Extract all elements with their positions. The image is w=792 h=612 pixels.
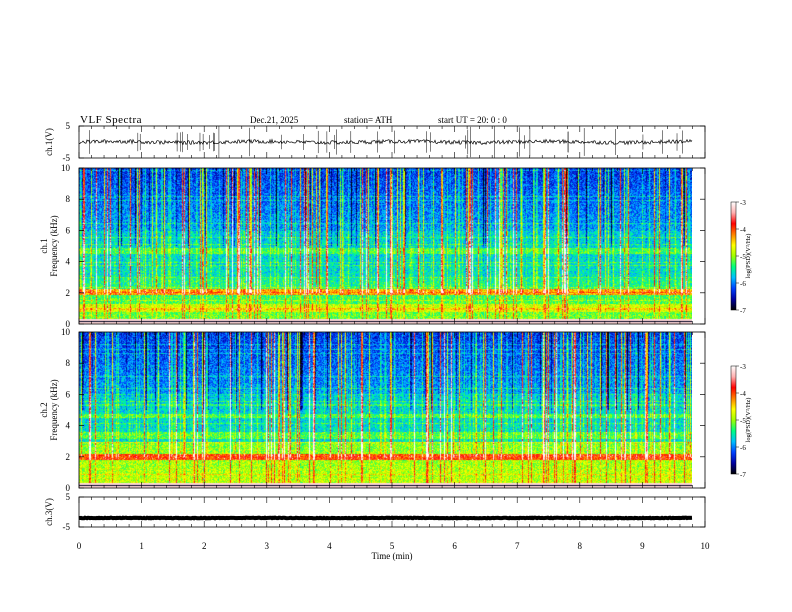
- x-tick-label: 2: [202, 541, 207, 551]
- colorbar-tick-label: -3: [740, 363, 746, 371]
- y-tick-label: 5: [66, 121, 71, 131]
- colorbar-tick-label: -5: [740, 417, 746, 425]
- x-tick-label: 6: [452, 541, 457, 551]
- y-tick-label: 5: [66, 492, 71, 502]
- y-tick-label: 8: [66, 358, 71, 368]
- colorbar-tick-label: -6: [740, 280, 746, 288]
- y-axis-label: ch.3(V): [44, 498, 54, 526]
- y-tick-label: 4: [66, 421, 71, 431]
- y-tick-label: 6: [66, 225, 71, 235]
- ch2-spectrogram-image: [79, 332, 692, 488]
- colorbar-tick-label: -4: [740, 390, 746, 398]
- x-tick-label: 0: [77, 541, 82, 551]
- x-tick-label: 9: [640, 541, 645, 551]
- y-axis-label: ch.1(V): [44, 128, 54, 156]
- colorbar-tick-label: -5: [740, 253, 746, 261]
- y-axis-label: ch.1: [39, 238, 49, 253]
- y-tick-label: 6: [66, 389, 71, 399]
- start-time-label: start UT = 20: 0 : 0: [438, 115, 507, 125]
- colorbar-tick-label: -4: [740, 226, 746, 234]
- date-label: Dec.21, 2025: [250, 115, 299, 125]
- y-tick-label: -5: [63, 522, 71, 532]
- station-label: station= ATH: [344, 115, 393, 125]
- y-axis-label: ch.2: [39, 402, 49, 417]
- y-tick-label: 10: [61, 163, 71, 173]
- figure-title: VLF Spectra: [80, 114, 143, 126]
- y-tick-label: 2: [66, 288, 71, 298]
- y-tick-label: 2: [66, 452, 71, 462]
- x-tick-label: 10: [701, 541, 711, 551]
- y-tick-label: 10: [61, 327, 71, 337]
- x-tick-label: 8: [578, 541, 583, 551]
- colorbar-tick-label: -6: [740, 444, 746, 452]
- x-tick-label: 1: [139, 541, 144, 551]
- ch1-waveform-trace: [79, 138, 693, 146]
- x-tick-label: 5: [390, 541, 395, 551]
- y-tick-label: 0: [66, 483, 71, 493]
- x-tick-label: 4: [327, 541, 332, 551]
- colorbar-tick-label: -7: [740, 471, 746, 479]
- y-axis-label: Frequency (kHz): [49, 215, 59, 276]
- ch2-spectrogram-colorbar: [730, 365, 737, 475]
- colorbar-label: log(PSD)(V²/Hz): [745, 234, 752, 279]
- x-tick-label: 3: [265, 541, 270, 551]
- x-axis-label: Time (min): [372, 551, 413, 561]
- y-tick-label: -5: [63, 153, 71, 163]
- y-axis-label: Frequency (kHz): [49, 379, 59, 440]
- x-tick-label: 7: [515, 541, 520, 551]
- y-tick-label: 8: [66, 194, 71, 204]
- y-tick-label: 0: [66, 319, 71, 329]
- ch1-spectrogram-image: [79, 168, 692, 324]
- ch1-spectrogram-colorbar: [730, 201, 737, 311]
- ch3-waveform-trace: [78, 515, 693, 521]
- colorbar-label: log(PSD)(V²/Hz): [745, 398, 752, 443]
- y-tick-label: 4: [66, 257, 71, 267]
- colorbar-tick-label: -7: [740, 307, 746, 315]
- colorbar-tick-label: -3: [740, 199, 746, 207]
